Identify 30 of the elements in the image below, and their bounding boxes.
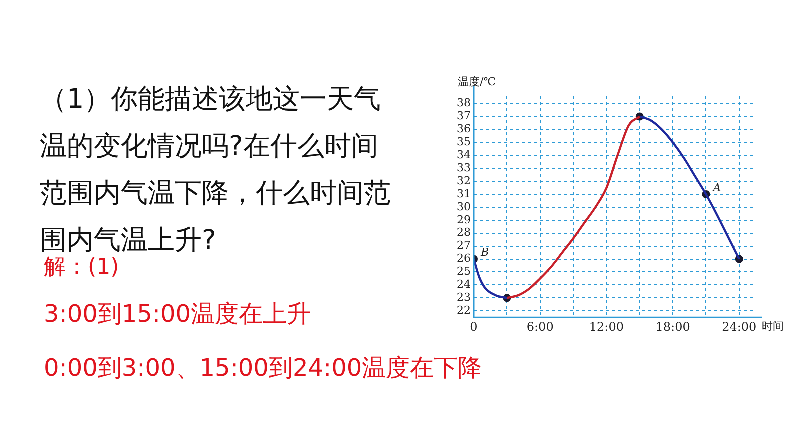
text: 3:00到15:00温度在上升 xyxy=(44,299,312,330)
y-tick-label: 26 xyxy=(456,252,471,266)
text: 解：(1) xyxy=(44,254,120,282)
x-axis-title: 时间 xyxy=(762,320,784,333)
y-tick-label: 38 xyxy=(456,96,471,110)
text: （1）你能描述该地这一天气温的变化情况吗?在什么时间范围内气温下降，什么时间范围内气温上升? xyxy=(40,83,392,256)
y-tick-label: 34 xyxy=(456,148,471,162)
y-tick-label: 30 xyxy=(456,200,471,214)
y-tick-label: 25 xyxy=(456,265,471,278)
y-tick-label: 32 xyxy=(456,174,471,188)
y-axis-title: 温度/℃ xyxy=(458,75,496,88)
x-tick-label: 12:00 xyxy=(589,320,624,334)
x-tick-label: 18:00 xyxy=(656,320,690,334)
x-tick-label: 0 xyxy=(470,320,478,334)
annotation: A xyxy=(712,181,722,194)
y-tick-label: 36 xyxy=(456,122,471,136)
y-tick-label: 22 xyxy=(456,304,471,317)
y-tick-label: 28 xyxy=(456,226,471,240)
x-tick-label: 6:00 xyxy=(526,320,554,334)
y-tick-label: 27 xyxy=(456,239,471,252)
y-tick-label: 24 xyxy=(456,278,471,292)
text: 0:00到3:00、15:00到24:00温度在下降 xyxy=(44,353,482,384)
y-tick-label: 37 xyxy=(456,110,471,123)
x-tick-label: 24:00 xyxy=(722,320,757,334)
y-tick-label: 29 xyxy=(456,213,471,226)
y-tick-label: 35 xyxy=(456,136,471,149)
y-tick-label: 31 xyxy=(456,187,471,200)
y-tick-label: 23 xyxy=(456,291,471,304)
annotation: B xyxy=(480,246,490,260)
y-tick-label: 33 xyxy=(456,161,471,174)
